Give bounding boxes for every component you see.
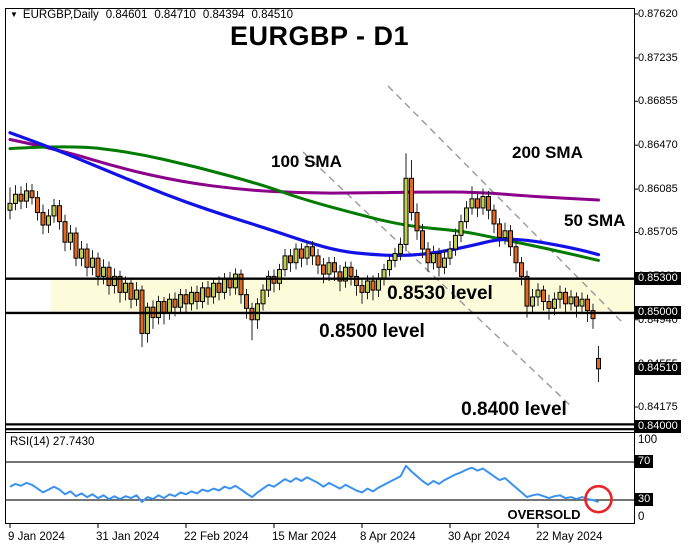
price-level-badge: 0.84510: [635, 361, 681, 375]
ohlc-low: 0.84394: [202, 9, 245, 21]
date-tick-label: 22 May 2024: [536, 531, 603, 543]
price-tick-label: 0.86085: [638, 183, 678, 196]
date-tick-label: 15 Mar 2024: [272, 531, 337, 543]
axis-tick-marks: [9, 13, 638, 528]
price-tick-label: 0.84175: [638, 401, 678, 414]
symbol-dropdown-icon[interactable]: ▼: [10, 10, 18, 19]
rsi-level-badge: 30: [635, 493, 654, 506]
rsi-tick-label: 100: [638, 434, 658, 446]
rsi-indicator-label: RSI(14) 27.7430: [10, 436, 95, 448]
date-tick-label: 8 Apr 2024: [360, 531, 416, 543]
sma-100-line: [8, 145, 600, 262]
date-tick-label: 31 Jan 2024: [96, 531, 160, 543]
candlesticks: [7, 153, 601, 383]
sma200-label[interactable]: 200 SMA: [512, 143, 583, 162]
price-tick-label: 0.86470: [638, 139, 678, 152]
price-level-badge: 0.85300: [635, 271, 681, 285]
sma50-label[interactable]: 50 SMA: [564, 211, 626, 230]
rsi-line: [9, 464, 599, 504]
ohlc-high: 0.84710: [154, 9, 196, 21]
price-tick-label: 0.87235: [638, 51, 678, 64]
price-tick-label: 0.85705: [638, 226, 678, 239]
rsi-tick-label: 0: [638, 511, 645, 523]
price-tick-label: 0.87620: [638, 8, 678, 20]
price-level-badge: 0.84000: [635, 420, 681, 433]
panel-borders: [5, 8, 635, 524]
chart-title-annotation[interactable]: EURGBP - D1: [229, 21, 410, 51]
price-level-badge: 0.85000: [635, 305, 681, 319]
date-tick-label: 9 Jan 2024: [8, 531, 65, 543]
oversold-circle[interactable]: [584, 484, 613, 514]
symbol-ohlc-bar: ▼ EURGBP,Daily 0.84601 0.84710 0.84394 0.8451…: [10, 9, 293, 21]
trendline-channel[interactable]: [302, 85, 623, 409]
ohlc-close: 0.84510: [251, 9, 294, 21]
level-lines[interactable]: [5, 277, 634, 431]
level-8530-label[interactable]: 0.8530 level: [387, 283, 493, 304]
price-tick-label: 0.86855: [638, 95, 678, 108]
ohlc-open: 0.84601: [105, 9, 148, 21]
symbol-name: EURGBP,Daily: [22, 9, 99, 21]
date-tick-label: 30 Apr 2024: [448, 531, 511, 543]
sma100-label[interactable]: 100 SMA: [271, 152, 342, 171]
level-8500-label[interactable]: 0.8500 level: [319, 321, 425, 342]
level-8400-label[interactable]: 0.8400 level: [461, 399, 567, 420]
oversold-label[interactable]: OVERSOLD: [507, 507, 581, 522]
sma-50-line: [8, 131, 601, 258]
rsi-panel-plot: [5, 461, 634, 504]
date-tick-label: 22 Feb 2024: [184, 531, 249, 543]
sma-200-line: [8, 138, 600, 202]
rsi-level-badge: 70: [635, 455, 654, 468]
